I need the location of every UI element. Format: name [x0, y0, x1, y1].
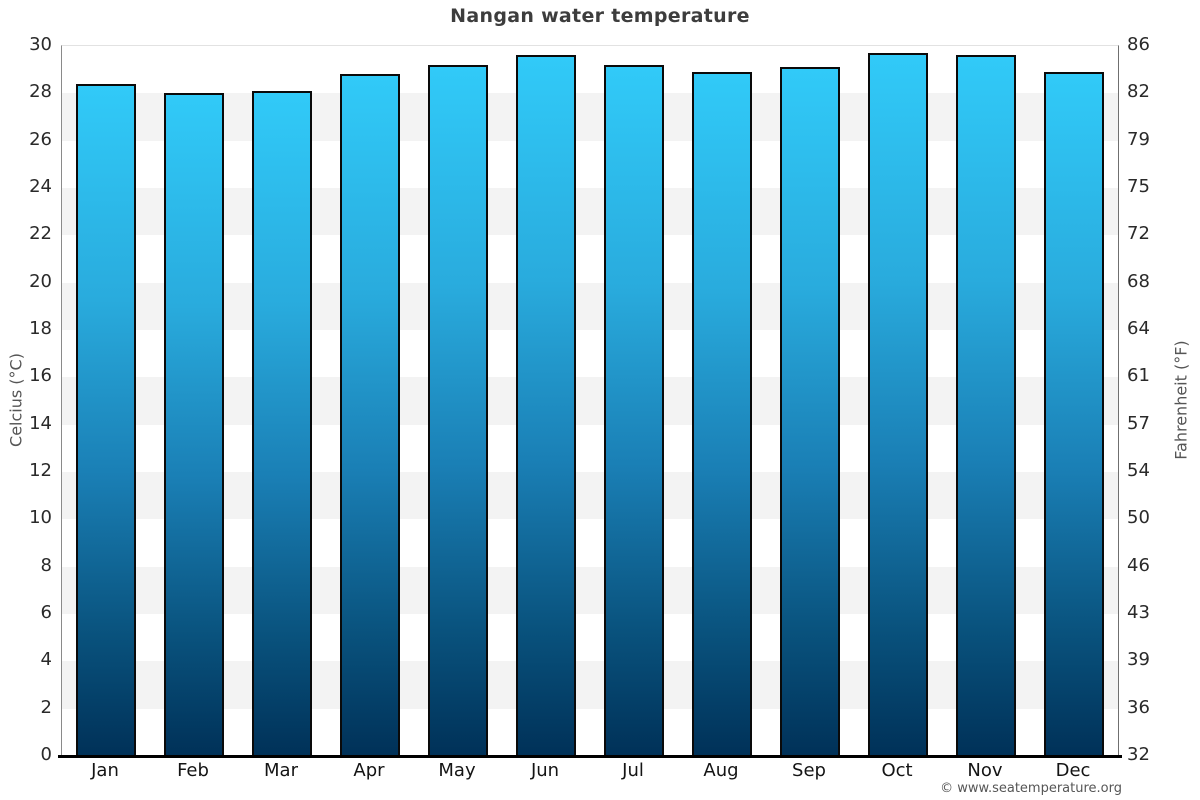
grid-band — [62, 661, 1118, 709]
bar-mar — [252, 90, 312, 756]
x-tick-label-may: May — [438, 760, 476, 781]
x-tick-label-feb: Feb — [177, 760, 209, 781]
y-tick-label: 12 — [29, 460, 52, 481]
bar-oct — [868, 53, 928, 756]
grid-band — [62, 424, 1118, 472]
y-tick-label: 26 — [29, 128, 52, 150]
x-tick-label-aug: Aug — [703, 760, 739, 781]
grid-band — [62, 708, 1118, 756]
bar-feb — [164, 93, 224, 756]
y-tick-label: 43 — [1127, 602, 1150, 623]
x-tick-label-nov: Nov — [967, 760, 1003, 781]
x-tick-label-jun: Jun — [530, 760, 560, 781]
x-tick-label-oct: Oct — [881, 760, 913, 781]
grid-band — [62, 519, 1118, 567]
y-tick-label: 82 — [1127, 81, 1150, 103]
y-tick-label: 79 — [1127, 128, 1150, 150]
y-tick-label: 18 — [29, 318, 52, 339]
y-tick-label: 4 — [40, 649, 52, 671]
bar-may — [428, 64, 488, 756]
bar-nov — [956, 55, 1016, 756]
grid-band — [62, 472, 1118, 520]
y-tick-label: 14 — [29, 412, 52, 434]
y-tick-label: 36 — [1127, 696, 1150, 718]
x-axis-baseline — [58, 755, 1122, 758]
grid-band — [62, 330, 1118, 378]
fahrenheit-tick-labels: 86 82 79 75 72 68 64 61 57 54 50 46 43 39 36 32 — [1127, 36, 1187, 764]
x-tick-label-jan: Jan — [91, 760, 119, 781]
y-tick-label: 75 — [1127, 176, 1150, 197]
y-tick-label: 68 — [1127, 270, 1150, 292]
grid-band — [62, 235, 1118, 283]
bar-jan — [76, 83, 136, 756]
chart-title: Nangan water temperature — [450, 5, 750, 27]
x-tick-label-apr: Apr — [353, 760, 385, 781]
grid-band — [62, 614, 1118, 662]
y-tick-label: 64 — [1127, 318, 1150, 339]
x-tick-label-jul: Jul — [622, 760, 644, 781]
y-tick-label: 54 — [1127, 460, 1150, 481]
month-axis-labels: Jan Feb Mar Apr May Jun Jul Aug Sep Oct Nov Dec — [61, 760, 1117, 786]
grid-band — [62, 282, 1118, 330]
bar-sep — [780, 67, 840, 756]
y-tick-label: 30 — [29, 34, 52, 55]
y-tick-label: 72 — [1127, 223, 1150, 245]
y-tick-label: 50 — [1127, 507, 1150, 529]
y-tick-label: 2 — [40, 696, 52, 718]
plot-area — [58, 45, 1122, 758]
y-tick-label: 24 — [29, 176, 52, 197]
bar-jul — [604, 64, 664, 756]
bar-dec — [1044, 72, 1104, 756]
y-tick-label: 0 — [40, 744, 52, 765]
x-tick-label-mar: Mar — [264, 760, 298, 781]
bar-apr — [340, 74, 400, 756]
grid-band — [62, 93, 1118, 141]
grid-band — [62, 377, 1118, 425]
y-tick-label: 86 — [1127, 34, 1150, 55]
y-tick-label: 10 — [29, 507, 52, 529]
copyright-notice: © www.seatemperature.org — [940, 781, 1122, 796]
grid-band — [62, 46, 1118, 94]
x-tick-label-dec: Dec — [1055, 760, 1091, 781]
y-tick-label: 28 — [29, 81, 52, 103]
y-tick-label: 22 — [29, 223, 52, 245]
y-tick-label: 20 — [29, 270, 52, 292]
y-tick-label: 61 — [1127, 365, 1150, 387]
y-tick-label: 6 — [40, 602, 52, 623]
y-tick-label: 32 — [1127, 744, 1150, 765]
y-tick-label: 16 — [29, 365, 52, 387]
x-tick-label-sep: Sep — [792, 760, 826, 781]
y-tick-label: 46 — [1127, 554, 1150, 576]
bar-jun — [516, 55, 576, 756]
y-tick-label: 39 — [1127, 649, 1150, 671]
grid-band — [62, 566, 1118, 614]
grid-band — [62, 188, 1118, 236]
y-tick-label: 57 — [1127, 412, 1150, 434]
bar-aug — [692, 72, 752, 756]
grid-band — [62, 140, 1118, 188]
celsius-tick-labels: 30 28 26 24 22 20 18 16 14 12 10 8 6 4 2 0 — [0, 36, 52, 764]
y-tick-label: 8 — [40, 554, 52, 576]
